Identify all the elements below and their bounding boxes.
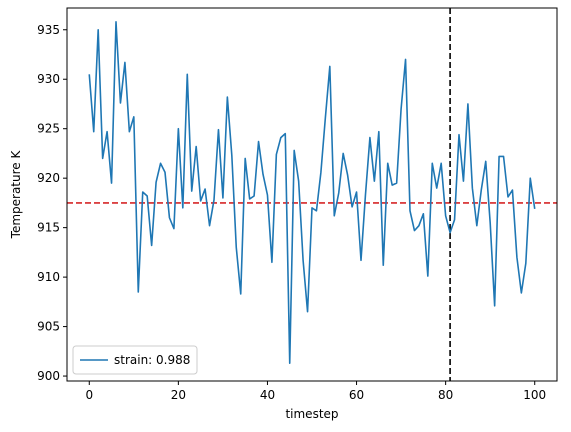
y-tick-label: 910 <box>37 270 60 284</box>
x-tick-label: 20 <box>171 388 186 402</box>
y-tick-label: 915 <box>37 221 60 235</box>
series-layer <box>88 21 536 364</box>
x-axis-ticks: 0 20 40 60 80 100 <box>85 381 546 402</box>
x-tick-label: 80 <box>438 388 453 402</box>
y-tick-label: 920 <box>37 171 60 185</box>
y-tick-label: 905 <box>37 320 60 334</box>
y-tick-label: 925 <box>37 122 60 136</box>
x-tick-label: 100 <box>523 388 546 402</box>
legend-box <box>72 345 198 375</box>
x-tick-label: 0 <box>85 388 93 402</box>
x-tick-label: 40 <box>260 388 275 402</box>
x-axis-label: timestep <box>285 407 338 421</box>
y-tick-label: 935 <box>37 23 60 37</box>
y-axis-label: Temperature K <box>9 150 23 240</box>
y-tick-label: 930 <box>37 72 60 86</box>
series-line-strain <box>88 21 536 364</box>
y-axis-ticks: 900 905 910 915 920 925 930 935 <box>37 23 67 383</box>
axes-frame <box>66 7 558 382</box>
reference-lines <box>67 8 557 381</box>
legend-label: strain: 0.988 <box>114 353 190 367</box>
y-tick-label: 900 <box>37 369 60 383</box>
x-tick-label: 60 <box>349 388 364 402</box>
legend: strain: 0.988 <box>72 345 198 375</box>
